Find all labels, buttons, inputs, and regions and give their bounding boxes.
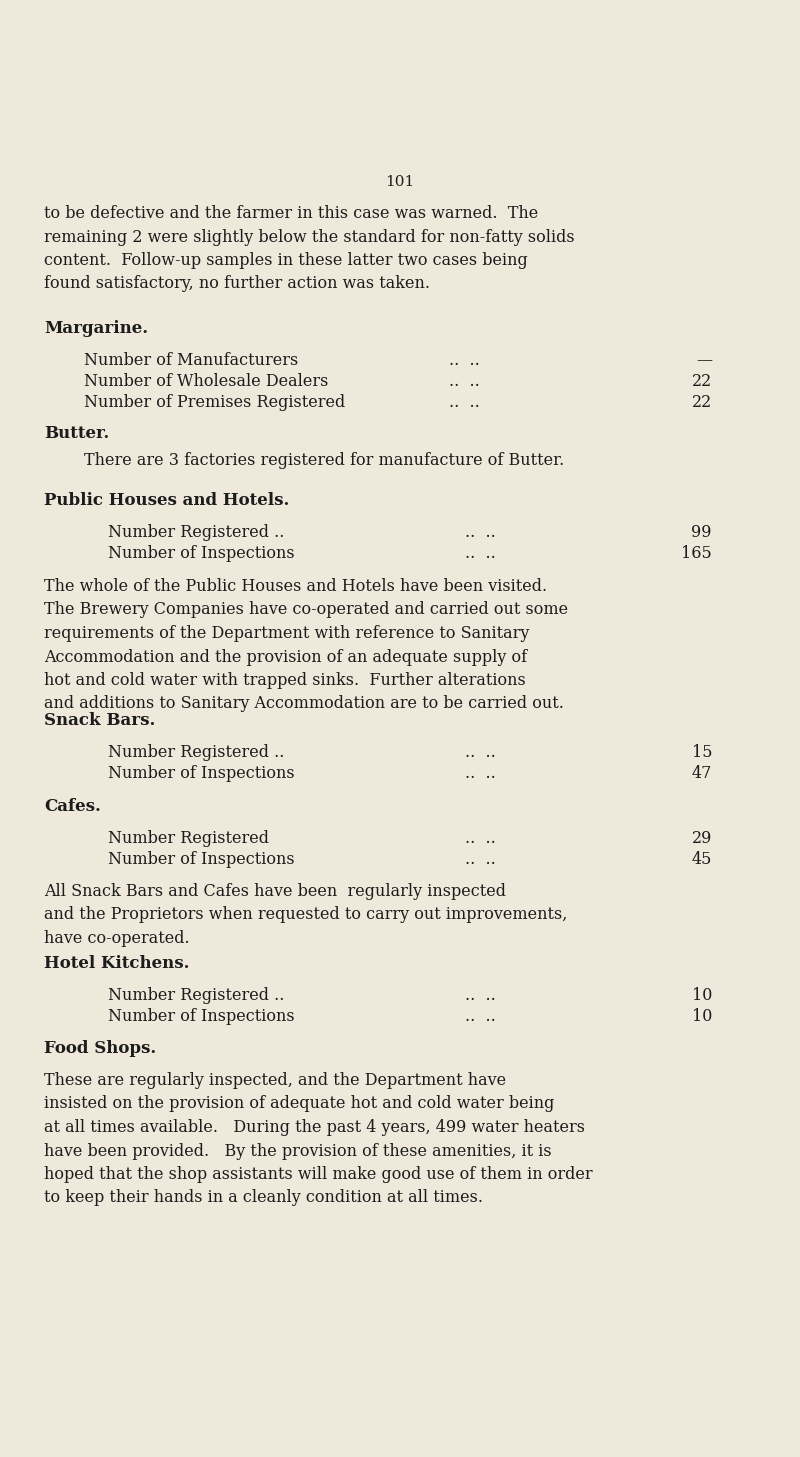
Text: to be defective and the farmer in this case was warned.  The
remaining 2 were sl: to be defective and the farmer in this c… <box>44 205 574 293</box>
Text: The whole of the Public Houses and Hotels have been visited.
The Brewery Compani: The whole of the Public Houses and Hotel… <box>44 578 568 712</box>
Text: Number Registered ..: Number Registered .. <box>108 745 284 761</box>
Text: ..  ..: .. .. <box>449 353 479 369</box>
Text: Margarine.: Margarine. <box>44 321 148 337</box>
Text: 10: 10 <box>692 1008 712 1026</box>
Text: Number Registered ..: Number Registered .. <box>108 986 284 1004</box>
Text: 22: 22 <box>692 393 712 411</box>
Text: ..  ..: .. .. <box>465 830 495 847</box>
Text: Butter.: Butter. <box>44 425 110 441</box>
Text: Number of Inspections: Number of Inspections <box>108 765 294 782</box>
Text: —: — <box>696 353 712 369</box>
Text: All Snack Bars and Cafes have been  regularly inspected
and the Proprietors when: All Snack Bars and Cafes have been regul… <box>44 883 567 947</box>
Text: Food Shops.: Food Shops. <box>44 1040 156 1056</box>
Text: Number of Inspections: Number of Inspections <box>108 545 294 562</box>
Text: ..  ..: .. .. <box>465 525 495 541</box>
Text: 10: 10 <box>692 986 712 1004</box>
Text: Hotel Kitchens.: Hotel Kitchens. <box>44 954 190 972</box>
Text: 47: 47 <box>692 765 712 782</box>
Text: 165: 165 <box>682 545 712 562</box>
Text: Number of Wholesale Dealers: Number of Wholesale Dealers <box>84 373 328 390</box>
Text: ..  ..: .. .. <box>465 851 495 868</box>
Text: 45: 45 <box>692 851 712 868</box>
Text: Number Registered ..: Number Registered .. <box>108 525 284 541</box>
Text: Snack Bars.: Snack Bars. <box>44 712 155 728</box>
Text: There are 3 factories registered for manufacture of Butter.: There are 3 factories registered for man… <box>84 452 564 469</box>
Text: ..  ..: .. .. <box>465 545 495 562</box>
Text: 99: 99 <box>691 525 712 541</box>
Text: ..  ..: .. .. <box>465 986 495 1004</box>
Text: ..  ..: .. .. <box>449 393 479 411</box>
Text: Cafes.: Cafes. <box>44 798 101 814</box>
Text: 101: 101 <box>386 175 414 189</box>
Text: 22: 22 <box>692 373 712 390</box>
Text: Number of Inspections: Number of Inspections <box>108 1008 294 1026</box>
Text: Number of Premises Registered: Number of Premises Registered <box>84 393 346 411</box>
Text: Number of Inspections: Number of Inspections <box>108 851 294 868</box>
Text: ..  ..: .. .. <box>465 765 495 782</box>
Text: 15: 15 <box>691 745 712 761</box>
Text: Number Registered: Number Registered <box>108 830 269 847</box>
Text: These are regularly inspected, and the Department have
insisted on the provision: These are regularly inspected, and the D… <box>44 1072 593 1206</box>
Text: Public Houses and Hotels.: Public Houses and Hotels. <box>44 492 290 508</box>
Text: ..  ..: .. .. <box>465 745 495 761</box>
Text: ..  ..: .. .. <box>465 1008 495 1026</box>
Text: Number of Manufacturers: Number of Manufacturers <box>84 353 298 369</box>
Text: 29: 29 <box>692 830 712 847</box>
Text: ..  ..: .. .. <box>449 373 479 390</box>
